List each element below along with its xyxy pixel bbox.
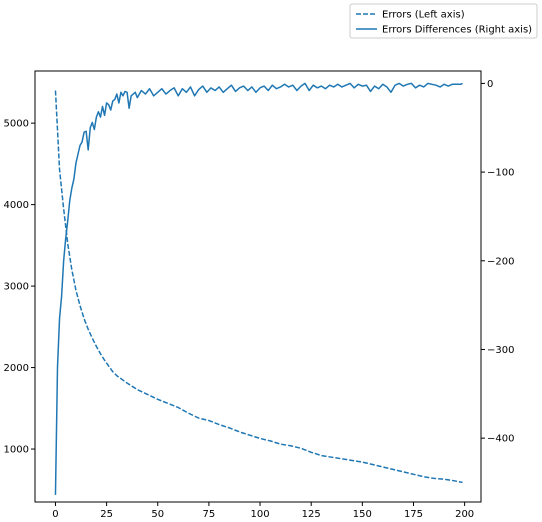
left-y-axis: 1000 2000 3000 4000 5000 (4, 119, 35, 456)
x-tick-label: 75 (203, 509, 216, 520)
x-tick-label: 50 (151, 509, 164, 520)
x-axis: 0 25 50 75 100 125 150 175 200 (52, 502, 474, 520)
plot-area (34, 70, 482, 503)
left-y-tick-label: 5000 (4, 119, 29, 130)
right-y-axis: 0 −100 −200 −300 −400 (481, 79, 514, 445)
right-y-tick-label: −200 (487, 256, 514, 267)
series-line-errors-differences (54, 82, 463, 495)
left-y-tick-label: 4000 (4, 200, 29, 211)
right-y-tick-label: −100 (487, 168, 514, 179)
x-tick-label: 150 (353, 509, 372, 520)
legend-label-errors-left: Errors (Left axis) (382, 10, 465, 21)
left-y-tick-label: 3000 (4, 282, 29, 293)
legend-label-errors-differences-right: Errors Differences (Right axis) (382, 25, 532, 36)
left-y-tick-label: 1000 (4, 445, 29, 456)
x-tick-label: 100 (250, 509, 269, 520)
legend: Errors (Left axis) Errors Differences (R… (349, 3, 538, 39)
right-y-tick-label: −400 (487, 434, 514, 445)
x-tick-label: 0 (52, 509, 58, 520)
series-layer (54, 82, 463, 495)
x-tick-label: 25 (100, 509, 113, 520)
left-y-tick-label: 2000 (4, 363, 29, 374)
right-y-tick-label: 0 (487, 79, 493, 90)
x-tick-label: 175 (404, 509, 423, 520)
legend-box (349, 3, 538, 39)
x-tick-label: 125 (302, 509, 321, 520)
right-y-tick-label: −300 (487, 345, 514, 356)
x-tick-label: 200 (455, 509, 474, 520)
series-line-errors (54, 90, 463, 484)
